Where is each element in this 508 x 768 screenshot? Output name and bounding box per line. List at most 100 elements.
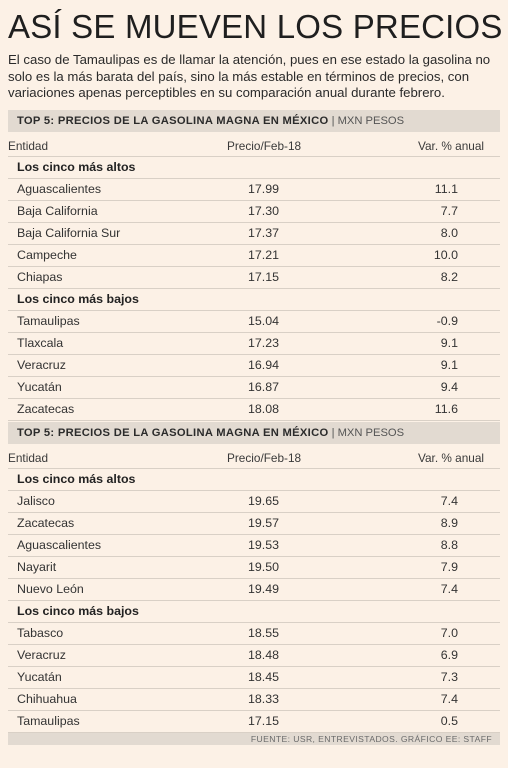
cell-entidad: Jalisco — [17, 494, 55, 508]
table-row: Jalisco 19.65 7.4 — [8, 490, 500, 512]
cell-var: 6.9 — [440, 648, 458, 662]
table-row: Aguascalientes 17.99 11.1 — [8, 178, 500, 200]
cell-precio: 16.87 — [248, 380, 280, 394]
cell-var: 7.4 — [440, 494, 458, 508]
table-row: Nuevo León 19.49 7.4 — [8, 578, 500, 600]
cell-var: 11.6 — [434, 402, 458, 416]
cell-var: 7.0 — [440, 626, 458, 640]
cell-precio: 16.94 — [248, 358, 280, 372]
table-row: Veracruz 18.48 6.9 — [8, 644, 500, 666]
cell-precio: 18.45 — [248, 670, 280, 684]
cell-precio: 17.23 — [248, 336, 280, 350]
col-precio: Precio/Feb-18 — [227, 139, 302, 153]
cell-precio: 19.50 — [248, 560, 280, 574]
col-precio: Precio/Feb-18 — [227, 451, 302, 465]
col-entidad: Entidad — [8, 139, 49, 153]
cell-var: 9.4 — [440, 380, 458, 394]
group-label-high: Los cinco más altos — [8, 468, 500, 490]
cell-entidad: Nuevo León — [17, 582, 84, 596]
cell-var: 9.1 — [440, 336, 458, 350]
cell-var: 8.9 — [440, 516, 458, 530]
table-row: Zacatecas 19.57 8.9 — [8, 512, 500, 534]
cell-entidad: Tlaxcala — [17, 336, 64, 350]
cell-entidad: Chihuahua — [17, 692, 77, 706]
table-unit: MXN PESOS — [337, 115, 405, 127]
group-label-high: Los cinco más altos — [8, 156, 500, 178]
cell-var: -0.9 — [436, 314, 458, 328]
cell-precio: 19.57 — [248, 516, 280, 530]
cell-entidad: Chiapas — [17, 270, 63, 284]
table-row: Yucatán 18.45 7.3 — [8, 666, 500, 688]
table-heading-bar: TOP 5: PRECIOS DE LA GASOLINA MAGNA EN M… — [8, 110, 500, 132]
source-footer: FUENTE: USR, ENTREVISTADOS. GRÁFICO EE: … — [8, 733, 500, 745]
source-credit: FUENTE: USR, ENTREVISTADOS. GRÁFICO EE: … — [250, 734, 492, 744]
cell-precio: 18.08 — [248, 402, 280, 416]
cell-var: 7.3 — [440, 670, 458, 684]
price-table-1: TOP 5: PRECIOS DE LA GASOLINA MAGNA EN M… — [8, 110, 500, 421]
table-row: Nayarit 19.50 7.9 — [8, 556, 500, 578]
cell-var: 8.0 — [440, 226, 458, 240]
cell-entidad: Aguascalientes — [17, 538, 102, 552]
cell-entidad: Yucatán — [17, 670, 62, 684]
cell-entidad: Zacatecas — [17, 516, 75, 530]
cell-entidad: Tamaulipas — [17, 314, 80, 328]
intro-paragraph: El caso de Tamaulipas es de llamar la at… — [8, 52, 491, 100]
table-heading: TOP 5: PRECIOS DE LA GASOLINA MAGNA EN M… — [17, 427, 329, 439]
cell-entidad: Yucatán — [17, 380, 62, 394]
cell-precio: 17.21 — [248, 248, 280, 262]
cell-precio: 17.30 — [248, 204, 280, 218]
cell-precio: 17.15 — [248, 270, 280, 284]
col-var: Var. % anual — [418, 139, 485, 153]
table-row: Tamaulipas 15.04 -0.9 — [8, 310, 500, 332]
table-row: Baja California Sur 17.37 8.0 — [8, 222, 500, 244]
cell-entidad: Baja California — [17, 204, 98, 218]
cell-var: 9.1 — [440, 358, 458, 372]
cell-entidad: Veracruz — [17, 358, 66, 372]
col-entidad: Entidad — [8, 451, 49, 465]
cell-precio: 19.49 — [248, 582, 280, 596]
table-row: Tlaxcala 17.23 9.1 — [8, 332, 500, 354]
table-row: Tabasco 18.55 7.0 — [8, 622, 500, 644]
column-headers: Entidad Precio/Feb-18 Var. % anual — [8, 444, 500, 468]
cell-var: 7.9 — [440, 560, 458, 574]
table-unit: MXN PESOS — [337, 427, 405, 439]
cell-var: 8.2 — [440, 270, 458, 284]
col-var: Var. % anual — [418, 451, 485, 465]
cell-var: 10.0 — [433, 248, 458, 262]
cell-entidad: Zacatecas — [17, 402, 75, 416]
cell-entidad: Campeche — [17, 248, 77, 262]
table-row: Tamaulipas 17.15 0.5 — [8, 710, 500, 733]
cell-var: 7.7 — [440, 204, 458, 218]
cell-entidad: Nayarit — [17, 560, 57, 574]
table-row: Chiapas 17.15 8.2 — [8, 266, 500, 288]
column-headers: Entidad Precio/Feb-18 Var. % anual — [8, 132, 500, 156]
table-row: Chihuahua 18.33 7.4 — [8, 688, 500, 710]
cell-entidad: Tamaulipas — [17, 714, 80, 728]
table-row: Aguascalientes 19.53 8.8 — [8, 534, 500, 556]
group-label-low: Los cinco más bajos — [8, 288, 500, 310]
cell-precio: 18.55 — [248, 626, 280, 640]
cell-var: 0.5 — [440, 714, 458, 728]
cell-var: 7.4 — [440, 582, 458, 596]
table-row: Zacatecas 18.08 11.6 — [8, 398, 500, 421]
table-heading-bar: TOP 5: PRECIOS DE LA GASOLINA MAGNA EN M… — [8, 422, 500, 444]
cell-entidad: Aguascalientes — [17, 182, 102, 196]
cell-var: 7.4 — [440, 692, 458, 706]
cell-entidad: Tabasco — [17, 626, 64, 640]
cell-precio: 17.99 — [248, 182, 280, 196]
cell-var: 8.8 — [440, 538, 458, 552]
table-row: Veracruz 16.94 9.1 — [8, 354, 500, 376]
table-row: Yucatán 16.87 9.4 — [8, 376, 500, 398]
cell-var: 11.1 — [434, 182, 458, 196]
page-title: ASÍ SE MUEVEN LOS PRECIOS — [8, 8, 503, 45]
cell-precio: 17.37 — [248, 226, 280, 240]
table-row: Baja California 17.30 7.7 — [8, 200, 500, 222]
group-label-low: Los cinco más bajos — [8, 600, 500, 622]
cell-precio: 18.33 — [248, 692, 280, 706]
cell-precio: 19.53 — [248, 538, 280, 552]
cell-entidad: Veracruz — [17, 648, 66, 662]
cell-precio: 18.48 — [248, 648, 280, 662]
table-heading: TOP 5: PRECIOS DE LA GASOLINA MAGNA EN M… — [17, 115, 329, 127]
cell-precio: 15.04 — [248, 314, 280, 328]
